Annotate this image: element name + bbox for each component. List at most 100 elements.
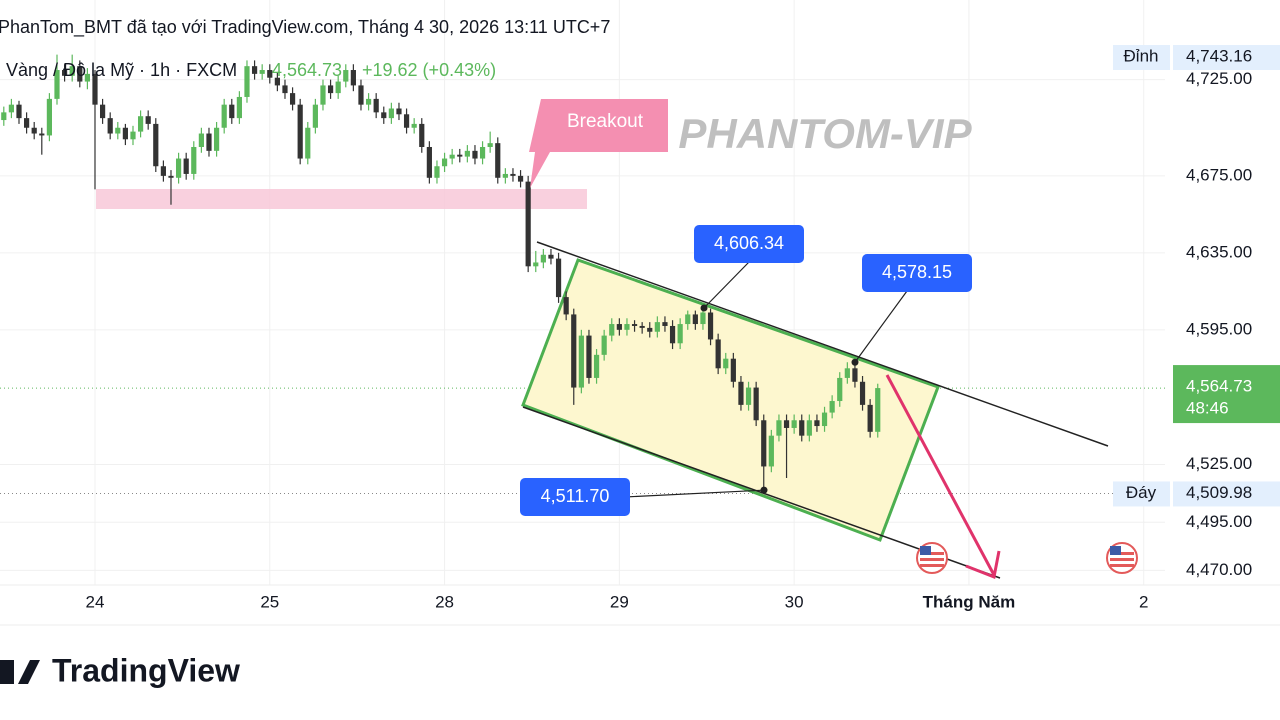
candle-body (403, 114, 410, 128)
candle-body (92, 73, 98, 105)
candle-body (844, 368, 850, 378)
candle-body (335, 81, 341, 94)
candle-body (8, 104, 14, 113)
candle-body (396, 108, 402, 115)
candle-body (783, 420, 790, 428)
x-tick-label: Tháng Năm (923, 592, 1016, 611)
candle-body (305, 127, 311, 159)
candle-body (274, 77, 280, 86)
candle-body (479, 146, 486, 159)
candle-body (160, 166, 166, 176)
candle-body (251, 66, 258, 74)
x-tick-label: 30 (785, 592, 804, 611)
candle-body (39, 133, 45, 136)
candle-body (175, 158, 182, 178)
y-tick-label: 4,725.00 (1186, 69, 1252, 88)
candle-body (647, 327, 653, 332)
candle-body (61, 70, 68, 76)
callout-point (700, 304, 708, 312)
candle-body (578, 335, 584, 388)
candle-body (472, 150, 478, 159)
marker-value: 4,509.98 (1186, 483, 1252, 502)
candles (1, 54, 881, 491)
candle-body (700, 312, 706, 325)
last-price-box (1173, 365, 1280, 424)
candle-body (267, 70, 273, 78)
x-tick-label: 29 (610, 592, 629, 611)
candle-body (54, 70, 60, 99)
y-tick-label: 4,470.00 (1186, 560, 1252, 579)
candle-body (236, 96, 242, 119)
candle-body (206, 133, 212, 151)
candle-body (738, 381, 744, 405)
candle-body (77, 66, 83, 82)
candle-body (859, 381, 866, 405)
candle-body (662, 322, 668, 326)
candle-body (692, 314, 698, 325)
y-tick-label: 4,595.00 (1186, 319, 1252, 338)
callout-leader (624, 489, 765, 498)
y-tick-label: 4,635.00 (1186, 242, 1252, 261)
candle-body (586, 335, 592, 378)
candle-body (707, 312, 714, 340)
candle-body (183, 158, 189, 174)
candle-body (282, 85, 288, 94)
candle-body (411, 123, 417, 128)
candle-body (350, 70, 356, 86)
candle-body (107, 118, 113, 134)
candle-body (289, 93, 296, 105)
event-flag (916, 542, 948, 574)
trend-line (536, 241, 1109, 447)
candle-body (829, 401, 835, 413)
candle-body (99, 104, 106, 119)
callout-box (694, 225, 804, 263)
candle-body (259, 70, 265, 74)
marker-value: 4,743.16 (1186, 46, 1252, 65)
callout-leader (703, 261, 750, 309)
callout-point (851, 358, 859, 366)
candle-body (46, 98, 52, 136)
marker-name: Đáy (1126, 483, 1157, 502)
last-price-label: 4,564.73 (1186, 377, 1252, 396)
candle-body (16, 104, 22, 119)
marker-value-box (1173, 45, 1280, 70)
candle-body (84, 73, 90, 82)
candle-body (723, 358, 729, 369)
marker-name-box (1113, 45, 1170, 70)
marker-value-box (1173, 481, 1280, 507)
candle-body (297, 104, 303, 159)
callout-box (520, 478, 630, 516)
candle-body (837, 377, 843, 402)
marker-name: Đỉnh (1124, 46, 1159, 65)
candle-body (533, 262, 539, 267)
candle-body (31, 127, 37, 134)
candle-body (571, 314, 577, 388)
candle-body (525, 181, 531, 267)
event-flag (1106, 542, 1138, 574)
candle-body (327, 85, 334, 94)
candle-body (419, 123, 425, 147)
candle-body (381, 112, 387, 119)
candle-body (852, 368, 858, 382)
candle-body (153, 123, 159, 167)
candle-body (115, 127, 121, 134)
callout-point (760, 486, 768, 494)
candle-body (343, 70, 349, 82)
callout-label: 4,606.34 (714, 233, 784, 253)
callout-label: 4,578.15 (882, 262, 952, 282)
candle-body (1, 112, 7, 121)
candle-body (145, 116, 151, 124)
arrow-head (965, 550, 1001, 580)
candle-body (624, 324, 630, 330)
candle-body (677, 324, 683, 344)
candle-body (821, 412, 828, 427)
candle-body (548, 254, 554, 259)
candle-body (388, 108, 394, 119)
candle-body (191, 146, 197, 174)
marker-name-box (1113, 481, 1170, 507)
candle-body (616, 324, 622, 330)
header-credit: PhanTom_BMT đã tạo với TradingView.com, … (0, 17, 610, 38)
candle-body (753, 387, 759, 421)
x-tick-label: 24 (86, 592, 105, 611)
